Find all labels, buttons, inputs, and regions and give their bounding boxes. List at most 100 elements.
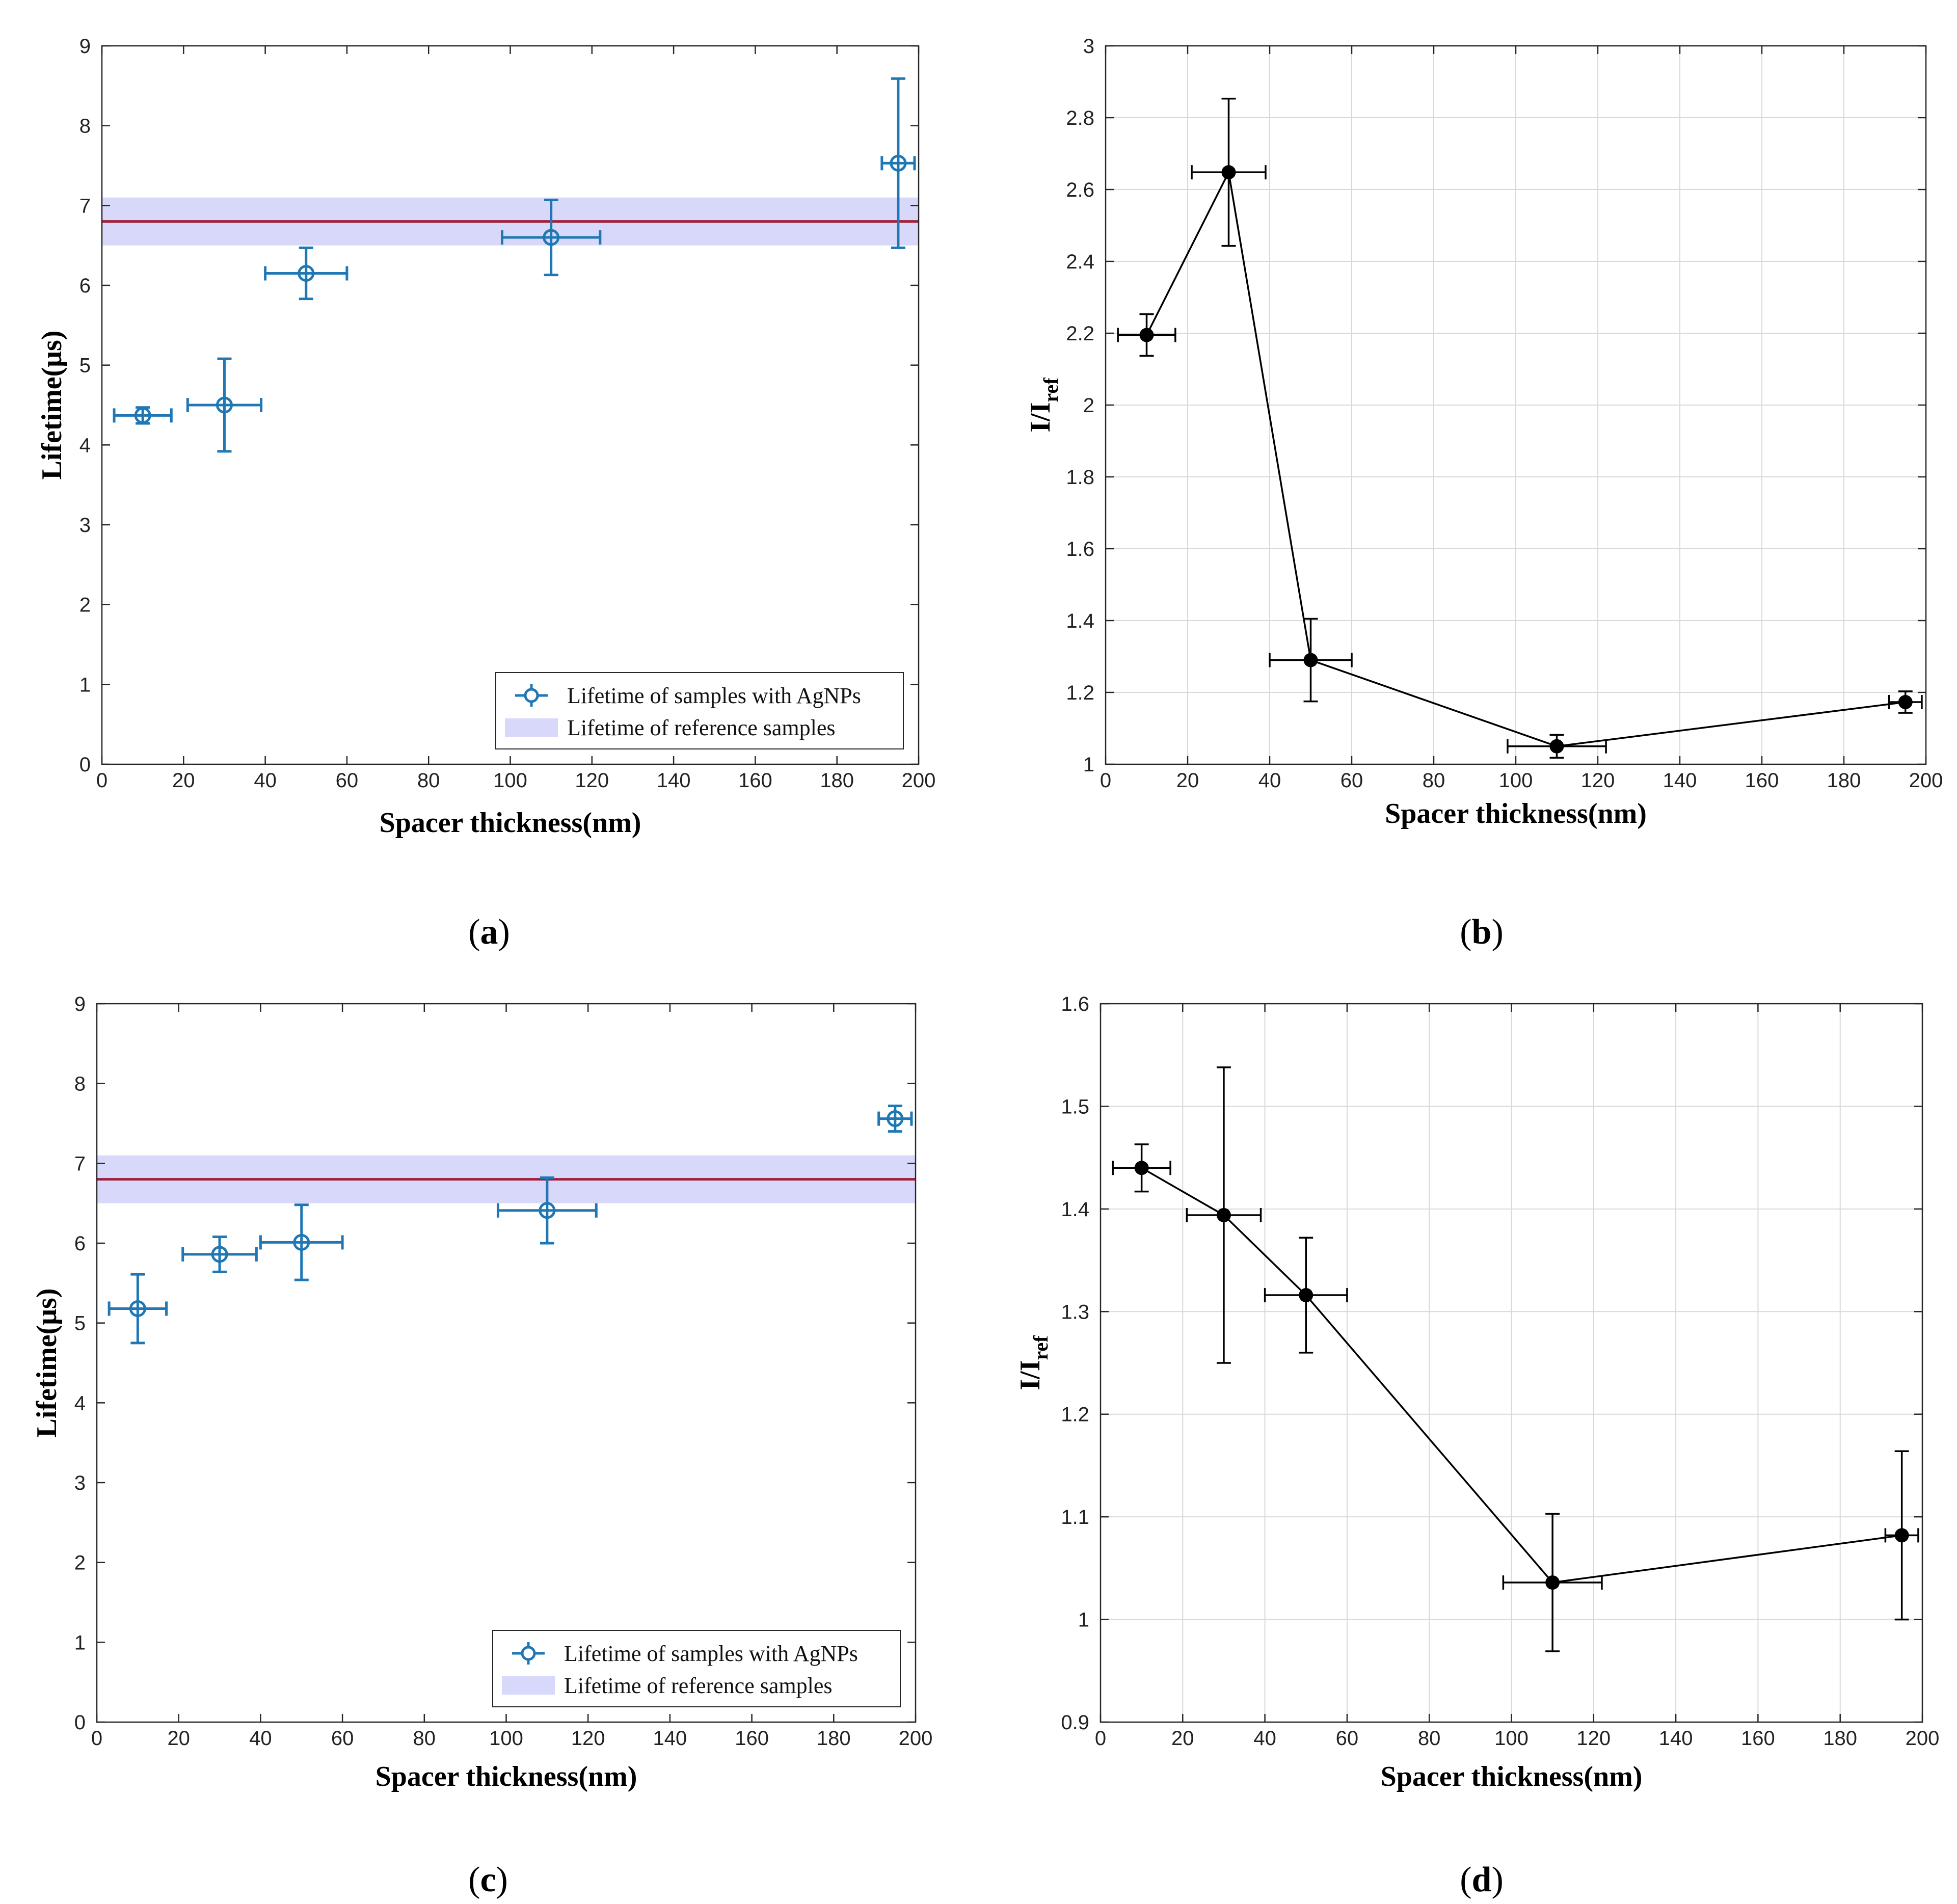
data-point-2 [259,1203,344,1281]
data-point-4 [877,1105,913,1133]
legend-marker-circle [524,688,539,703]
data-point-2 [264,246,348,301]
x-axis-title: Spacer thickness(nm) [1385,798,1647,829]
data-marker [134,407,151,424]
y-tick-label: 4 [79,434,91,457]
caption-b: (b) [1460,913,1504,952]
y-axis-title: I/Iref [1014,1335,1052,1390]
x-tick-label: 80 [1423,769,1445,792]
x-tick-label: 80 [417,769,440,792]
x-tick-label: 40 [254,769,277,792]
y-tick-label: 3 [1083,35,1094,58]
x-axis-title: Spacer thickness(nm) [376,1761,637,1792]
x-tick-label: 20 [1171,1727,1194,1750]
y-tick-label: 0 [79,754,91,776]
x-tick-label: 20 [167,1727,190,1750]
y-tick-label: 1.2 [1066,682,1094,704]
y-tick-label: 9 [79,35,91,58]
y-tick-label: 3 [79,514,91,537]
y-tick-label: 7 [74,1152,86,1175]
y-tick-label: 0.9 [1061,1711,1089,1734]
y-axis-title: I/Iref [1025,378,1062,433]
y-tick-label: 1.6 [1061,993,1089,1015]
data-marker [1221,165,1236,180]
data-point-2 [1269,618,1353,703]
chart-d-svg: 0 20 40 60 80 100 120 140 160 180 200 0.9 1 1.1 1.2 1.3… [1014,993,1940,1792]
x-tick-label: 160 [735,1727,769,1750]
data-marker [129,1300,146,1317]
y-axis-title-main: Lifetime(μs) [31,1289,63,1438]
legend-swatch-reference [505,718,558,737]
data-marker [890,154,907,172]
legend-box [495,672,904,749]
x-tick-label: 180 [1827,769,1861,792]
y-tick-label: 1.2 [1061,1404,1089,1426]
x-tick-label: 0 [96,769,108,792]
x-tick-label: 180 [1823,1727,1857,1750]
data-point-1 [186,357,263,453]
y-tick-label: 1.4 [1061,1198,1089,1221]
data-marker [1216,1208,1231,1222]
data-point-4 [1888,690,1923,714]
y-axis-title-main: I/I [1014,1360,1046,1390]
x-tick-label: 60 [1341,769,1363,792]
x-tick-label: 180 [820,769,854,792]
x-tick-label: 120 [575,769,609,792]
y-tick-label: 3 [74,1472,86,1494]
legend-label-reference: Lifetime of reference samples [567,715,836,740]
caption-d-letter: d [1471,1860,1492,1899]
y-tick-label: 2 [74,1552,86,1574]
x-tick-label: 60 [331,1727,354,1750]
data-point-3 [1502,1513,1603,1652]
y-tick-label: 6 [79,275,91,297]
x-tick-label: 200 [902,769,936,792]
x-tick-label: 80 [413,1727,436,1750]
x-tick-label: 140 [657,769,691,792]
data-point-2 [1264,1237,1348,1354]
y-tick-label: 1 [1083,754,1094,776]
x-tick-label: 60 [336,769,359,792]
legend-marker-circle [521,1646,536,1661]
y-tick-label: 8 [74,1073,86,1095]
legend: Lifetime of samples with AgNPs Lifetime o… [495,672,904,749]
y-tick-label: 1.5 [1061,1095,1089,1118]
x-tick-label: 120 [1576,1727,1611,1750]
data-point-0 [1112,1143,1171,1193]
x-axis-title: Spacer thickness(nm) [1381,1761,1643,1792]
y-tick-label: 9 [74,993,86,1015]
plot-frame [96,1003,917,1723]
x-tick-label: 80 [1418,1727,1441,1750]
panel-c: 0 20 40 60 80 100 120 140 160 180 200 0 1 2 3 4 5 6 7 8 9 Spa… [0,958,978,1904]
data-marker [1303,653,1318,667]
x-tick-label: 160 [1745,769,1779,792]
data-point-0 [1117,313,1176,357]
x-tick-label: 20 [1176,769,1199,792]
x-tick-label: 40 [1253,1727,1276,1750]
y-tick-label: 1.4 [1066,610,1094,632]
series-line [1141,1167,1902,1584]
data-point-1 [1191,97,1267,247]
y-tick-label: 2 [79,594,91,616]
data-point-1 [181,1235,258,1273]
y-axis-title-subscript: ref [1039,378,1062,403]
panel-d: 0 20 40 60 80 100 120 140 160 180 200 0.9 1 1.1 1.2 1.3… [978,958,1957,1904]
x-tick-label: 0 [91,1727,102,1750]
caption-d: (d) [1460,1860,1504,1899]
x-tick-label: 100 [493,769,527,792]
y-tick-label: 1.8 [1066,466,1094,489]
legend-label-samples: Lifetime of samples with AgNPs [567,683,861,708]
data-marker [1898,695,1913,710]
y-tick-label: 5 [74,1312,86,1335]
panel-a: 0 20 40 60 80 100 120 140 160 180 200 0 1 2 3 4 5 6 7 8 9 Spa… [0,0,978,958]
x-tick-label: 200 [1906,1727,1940,1750]
y-tick-label: 7 [79,195,91,217]
x-tick-label: 40 [1258,769,1281,792]
caption-c-letter: c [480,1860,496,1899]
data-point-3 [496,1176,598,1245]
x-tick-label: 200 [899,1727,933,1750]
x-tick-label: 100 [489,1727,523,1750]
caption-c: (c) [468,1860,508,1899]
y-tick-label: 1.3 [1061,1301,1089,1323]
x-tick-label: 100 [1499,769,1533,792]
data-marker [1299,1288,1313,1303]
